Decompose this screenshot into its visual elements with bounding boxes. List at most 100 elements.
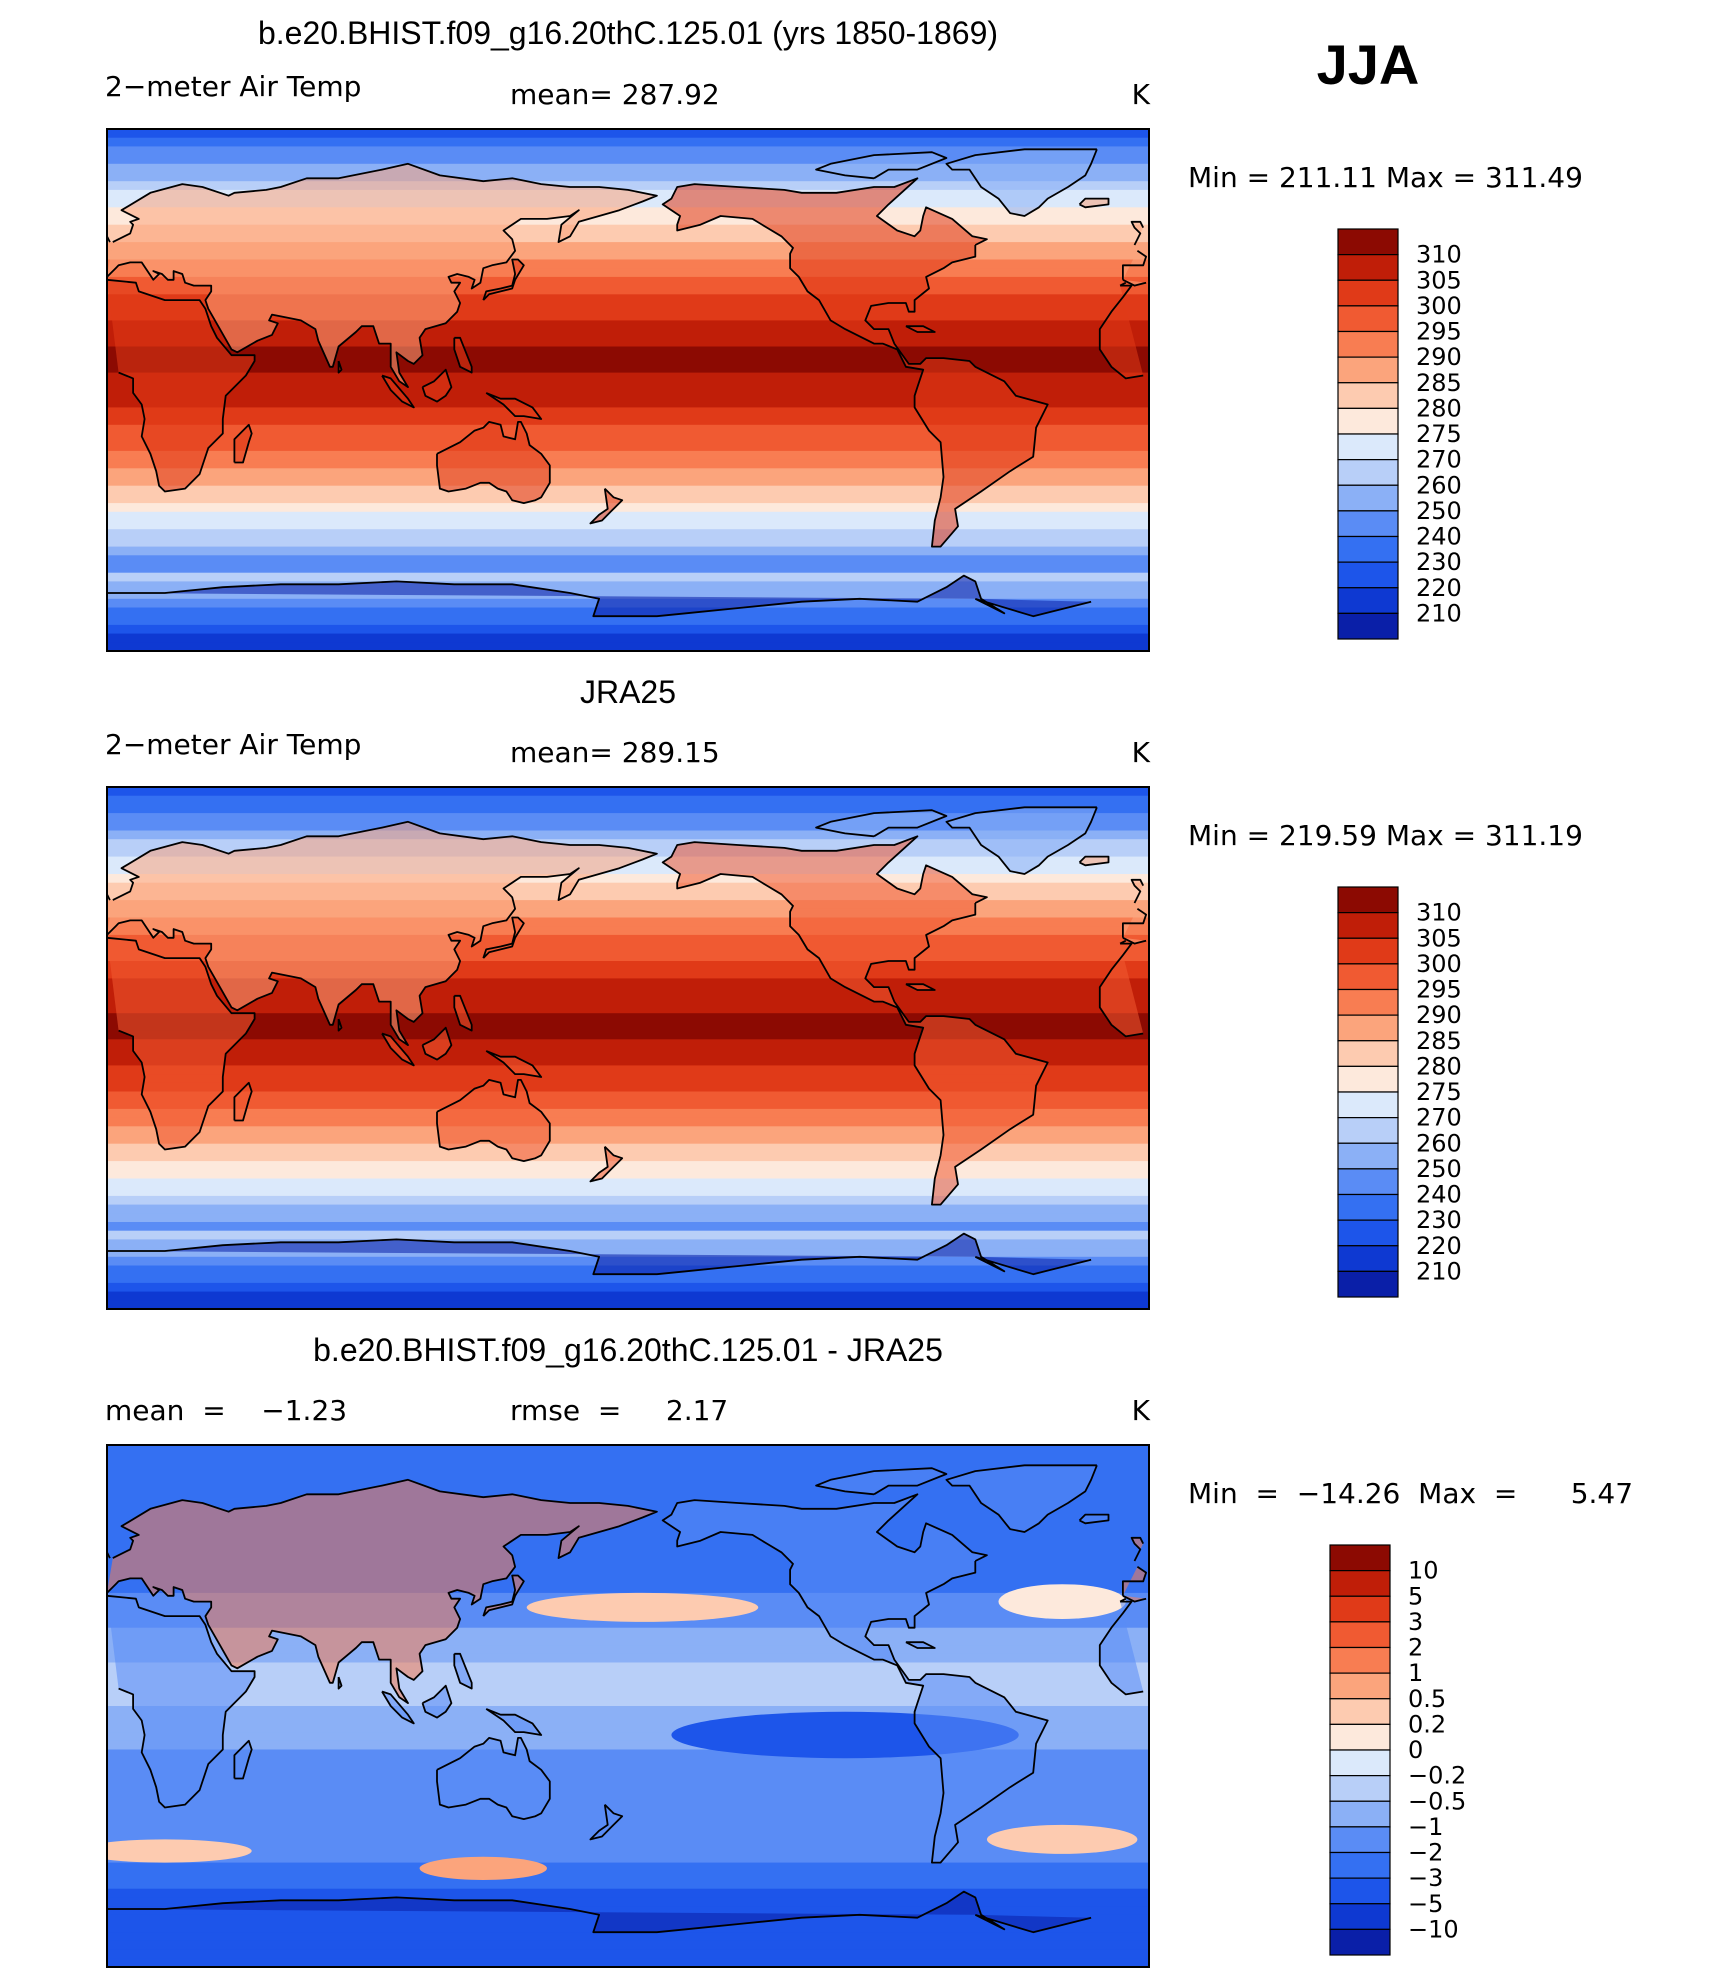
field-band: [107, 1152, 1149, 1162]
panel-difference-map: [107, 1445, 1149, 1967]
field-band: [107, 1204, 1149, 1214]
field-band: [107, 969, 1149, 979]
field-band: [107, 381, 1149, 391]
field-band: [107, 1793, 1149, 1803]
panel-observations-minmax: Min = 219.59 Max = 311.19: [1188, 819, 1583, 852]
coastline: [661, 835, 1049, 1206]
field-band: [107, 1706, 1149, 1716]
field-band: [107, 1880, 1149, 1890]
field-band: [107, 537, 1149, 548]
land-mass: [905, 326, 935, 332]
colorbar-tick-label: 1: [1408, 1659, 1423, 1687]
panel-difference: b.e20.BHIST.f09_g16.20thC.125.01 - JRA25…: [105, 1332, 1633, 1968]
colorbar-tick-label: 300: [1416, 292, 1462, 320]
panel-observations-frame: [106, 786, 1150, 1310]
land-mass: [437, 1737, 550, 1820]
field-band: [107, 1558, 1149, 1568]
colorbar-tick-label: 240: [1416, 1181, 1462, 1209]
field-band: [107, 1471, 1149, 1481]
colorbar-box: [1329, 1775, 1391, 1802]
field-band: [107, 468, 1149, 478]
colorbar-tick-label: 280: [1416, 394, 1462, 422]
coastline: [905, 983, 936, 991]
colorbar-tick-label: −5: [1408, 1890, 1443, 1918]
colorbar-box: [1337, 988, 1399, 1016]
land-mass: [662, 836, 1048, 1205]
field-band: [107, 1248, 1149, 1258]
field-band: [107, 181, 1149, 191]
land-mass: [437, 1079, 550, 1162]
colorbar-tick-label: 280: [1416, 1052, 1462, 1080]
colorbar-box: [1337, 937, 1399, 965]
field-band: [107, 477, 1149, 487]
colorbar-tick-label: 310: [1416, 241, 1462, 269]
field-band: [107, 1871, 1149, 1881]
land-mass: [816, 810, 947, 837]
colorbar-box: [1337, 1142, 1399, 1170]
colorbar-tick-label: 0.5: [1408, 1685, 1446, 1713]
colorbar-tick-label: −2: [1408, 1839, 1443, 1867]
field-band: [107, 1758, 1149, 1768]
colorbar-box: [1337, 356, 1399, 384]
field-band: [107, 363, 1149, 374]
coastline: [815, 1467, 948, 1496]
panel-model-units-label: K: [1132, 78, 1151, 111]
coastline: [945, 1464, 1098, 1533]
land-mass: [454, 337, 472, 373]
colorbar-box: [1337, 912, 1399, 939]
coastline: [485, 392, 543, 420]
field-band: [107, 337, 1149, 348]
colorbar-box: [1337, 1117, 1399, 1144]
colorbar-box: [1337, 535, 1399, 563]
coastline: [1078, 855, 1110, 867]
field-band: [107, 1039, 1149, 1049]
field-band: [107, 572, 1149, 582]
coastline: [905, 1641, 936, 1649]
field-band: [107, 1540, 1149, 1550]
field-band: [107, 242, 1149, 252]
field-band: [107, 1732, 1149, 1742]
field-band: [107, 155, 1149, 165]
panel-observations-units-label: K: [1132, 736, 1151, 769]
coastline: [1078, 1513, 1110, 1525]
coastline: [589, 1803, 624, 1841]
panel-model-land-field: [107, 149, 1147, 617]
field-band: [107, 590, 1149, 600]
field-band: [107, 494, 1149, 504]
field-band: [107, 1523, 1149, 1533]
land-mass: [382, 375, 414, 408]
colorbar-box: [1337, 330, 1399, 358]
colorbar-box: [1337, 433, 1399, 461]
colorbar-tick-label: 210: [1416, 599, 1462, 627]
colorbar-tick-label: 250: [1416, 1155, 1462, 1183]
field-band: [107, 485, 1149, 495]
coastline: [453, 336, 473, 374]
land-mass: [107, 163, 1147, 388]
colorbar-tick-label: 210: [1416, 1257, 1462, 1285]
coastline: [482, 258, 525, 301]
colorbar-tick-label: 2: [1408, 1634, 1423, 1662]
panel-model-frame: [106, 128, 1150, 652]
field-band: [107, 172, 1149, 182]
panel-model: b.e20.BHIST.f09_g16.20thC.125.01 (yrs 18…: [105, 15, 1583, 652]
colorbar-tick-label: −0.2: [1408, 1762, 1466, 1790]
coastline: [337, 1018, 343, 1032]
field-band: [107, 320, 1149, 330]
field-band: [107, 1074, 1149, 1084]
colorbar-box: [1337, 407, 1399, 435]
colorbar-box: [1337, 254, 1399, 281]
field-band: [107, 804, 1149, 814]
field-band: [107, 1082, 1149, 1093]
colorbar-box: [1329, 1672, 1391, 1700]
coastline: [233, 1081, 253, 1122]
land-mass: [107, 821, 1147, 1046]
field-band: [107, 874, 1149, 884]
colorbar-box: [1337, 1014, 1399, 1042]
land-mass: [382, 1691, 414, 1724]
panel-observations-title: JRA25: [580, 674, 676, 710]
colorbar-box: [1329, 1903, 1391, 1930]
colorbar-tick-label: 305: [1416, 924, 1462, 952]
land-mass: [946, 149, 1097, 216]
field-band: [107, 311, 1149, 321]
